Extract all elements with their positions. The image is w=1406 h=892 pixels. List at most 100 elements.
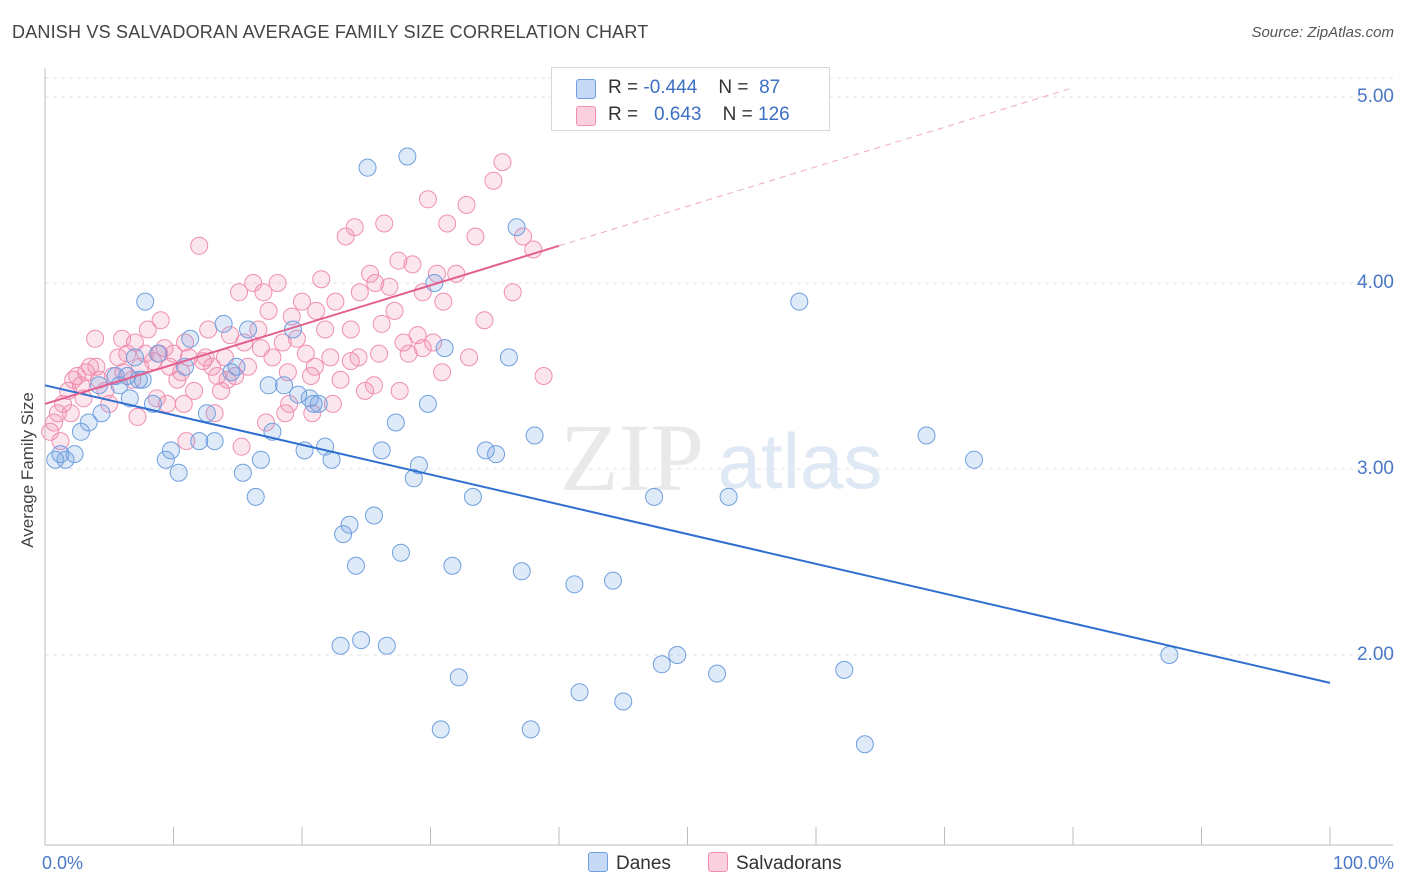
danes-n-label: N = xyxy=(718,77,749,98)
salvadorans-point xyxy=(86,329,105,348)
bottom-danes-label: Danes xyxy=(616,853,671,874)
danes-point xyxy=(251,450,270,469)
salvadorans-point xyxy=(460,348,479,367)
salvadorans-point xyxy=(221,326,240,345)
danes-swatch xyxy=(576,79,596,99)
danes-point xyxy=(161,441,180,460)
salvadorans-point xyxy=(251,339,270,358)
salvadorans-point xyxy=(128,407,147,426)
danes-point xyxy=(65,445,84,464)
salvadorans-r-value: 0.643 xyxy=(653,104,702,125)
danes-point xyxy=(409,456,428,475)
salvadorans-point xyxy=(355,381,374,400)
danes-point xyxy=(227,357,246,376)
danes-point xyxy=(855,735,874,754)
trend-lines xyxy=(44,87,1331,684)
danes-point xyxy=(352,631,371,650)
danes-point xyxy=(51,445,70,464)
salvadorans-point xyxy=(361,264,380,283)
danes-point xyxy=(340,515,359,534)
salvadorans-point xyxy=(273,333,292,352)
danes-point xyxy=(1160,646,1179,664)
danes-n-value: 87 xyxy=(759,77,781,98)
danes-point xyxy=(92,404,111,423)
salvadorans-point xyxy=(136,344,155,363)
salvadorans-point xyxy=(503,283,522,302)
danes-point xyxy=(125,348,144,367)
danes-point xyxy=(603,571,622,590)
danes-point xyxy=(372,441,391,460)
salvadorans-point xyxy=(287,329,306,348)
danes-point xyxy=(289,385,308,404)
salvadorans-trend-extension xyxy=(558,87,1074,247)
salvadorans-point xyxy=(48,404,67,423)
danes-point xyxy=(364,506,383,525)
danes-point xyxy=(205,432,224,451)
danes-point xyxy=(512,562,531,581)
salvadorans-point xyxy=(438,214,457,233)
salvadorans-point xyxy=(433,363,452,382)
danes-points xyxy=(46,147,1179,754)
watermark-zip: ZIP xyxy=(560,404,704,511)
salvadorans-point xyxy=(303,404,322,423)
y-tick-label: 2.00 xyxy=(1357,644,1394,665)
danes-point xyxy=(398,147,417,166)
salvadorans-point xyxy=(484,171,503,190)
salvadorans-n-label: N = xyxy=(722,104,753,125)
salvadorans-point xyxy=(203,357,222,376)
legend-box: R = -0.444 N = 87 R = 0.643 N = 126 xyxy=(551,67,830,131)
salvadorans-point xyxy=(312,270,331,289)
salvadorans-point xyxy=(475,311,494,330)
danes-point xyxy=(521,720,540,739)
salvadorans-point xyxy=(457,195,476,214)
salvadorans-point xyxy=(372,314,391,333)
danes-point xyxy=(275,376,294,395)
salvadorans-point xyxy=(296,344,315,363)
salvadorans-point xyxy=(257,413,276,432)
danes-point xyxy=(499,348,518,367)
danes-point xyxy=(331,636,350,655)
salvadorans-point xyxy=(399,344,418,363)
salvadorans-point xyxy=(61,404,80,423)
danes-point xyxy=(708,664,727,683)
salvadorans-point xyxy=(524,240,543,259)
bottom-legend-salvadorans: Salvadorans xyxy=(708,852,842,875)
danes-point xyxy=(120,389,139,408)
danes-point xyxy=(222,363,241,382)
danes-point xyxy=(197,404,216,423)
salvadorans-points xyxy=(41,153,553,456)
danes-point xyxy=(463,487,482,506)
salvadorans-point xyxy=(380,277,399,296)
danes-point xyxy=(835,660,854,679)
salvadorans-point xyxy=(326,292,345,311)
salvadorans-point xyxy=(164,344,183,363)
salvadorans-point xyxy=(185,381,204,400)
salvadorans-point xyxy=(418,190,437,209)
salvadorans-point xyxy=(199,320,218,339)
salvadorans-point xyxy=(208,367,227,385)
salvadorans-point xyxy=(254,283,273,302)
salvadorans-point xyxy=(280,394,299,413)
salvadorans-swatch xyxy=(576,106,596,126)
danes-r-value: -0.444 xyxy=(643,77,698,98)
danes-point xyxy=(110,376,129,395)
danes-point xyxy=(56,450,75,469)
salvadorans-point xyxy=(331,370,350,389)
danes-point xyxy=(190,432,209,451)
salvadorans-point xyxy=(190,236,209,255)
bottom-danes-swatch xyxy=(588,852,608,872)
salvadorans-point xyxy=(301,367,320,385)
danes-point xyxy=(487,445,506,464)
salvadorans-point xyxy=(276,404,295,423)
salvadorans-point xyxy=(51,432,70,451)
danes-point xyxy=(156,450,175,469)
salvadorans-point xyxy=(316,320,335,339)
danes-point xyxy=(965,450,984,469)
salvadorans-point xyxy=(413,339,432,358)
danes-point xyxy=(418,394,437,413)
danes-point xyxy=(79,413,98,432)
salvadorans-point xyxy=(366,274,385,292)
salvadorans-point xyxy=(350,283,369,302)
salvadorans-point xyxy=(138,320,157,339)
salvadorans-point xyxy=(424,333,443,352)
